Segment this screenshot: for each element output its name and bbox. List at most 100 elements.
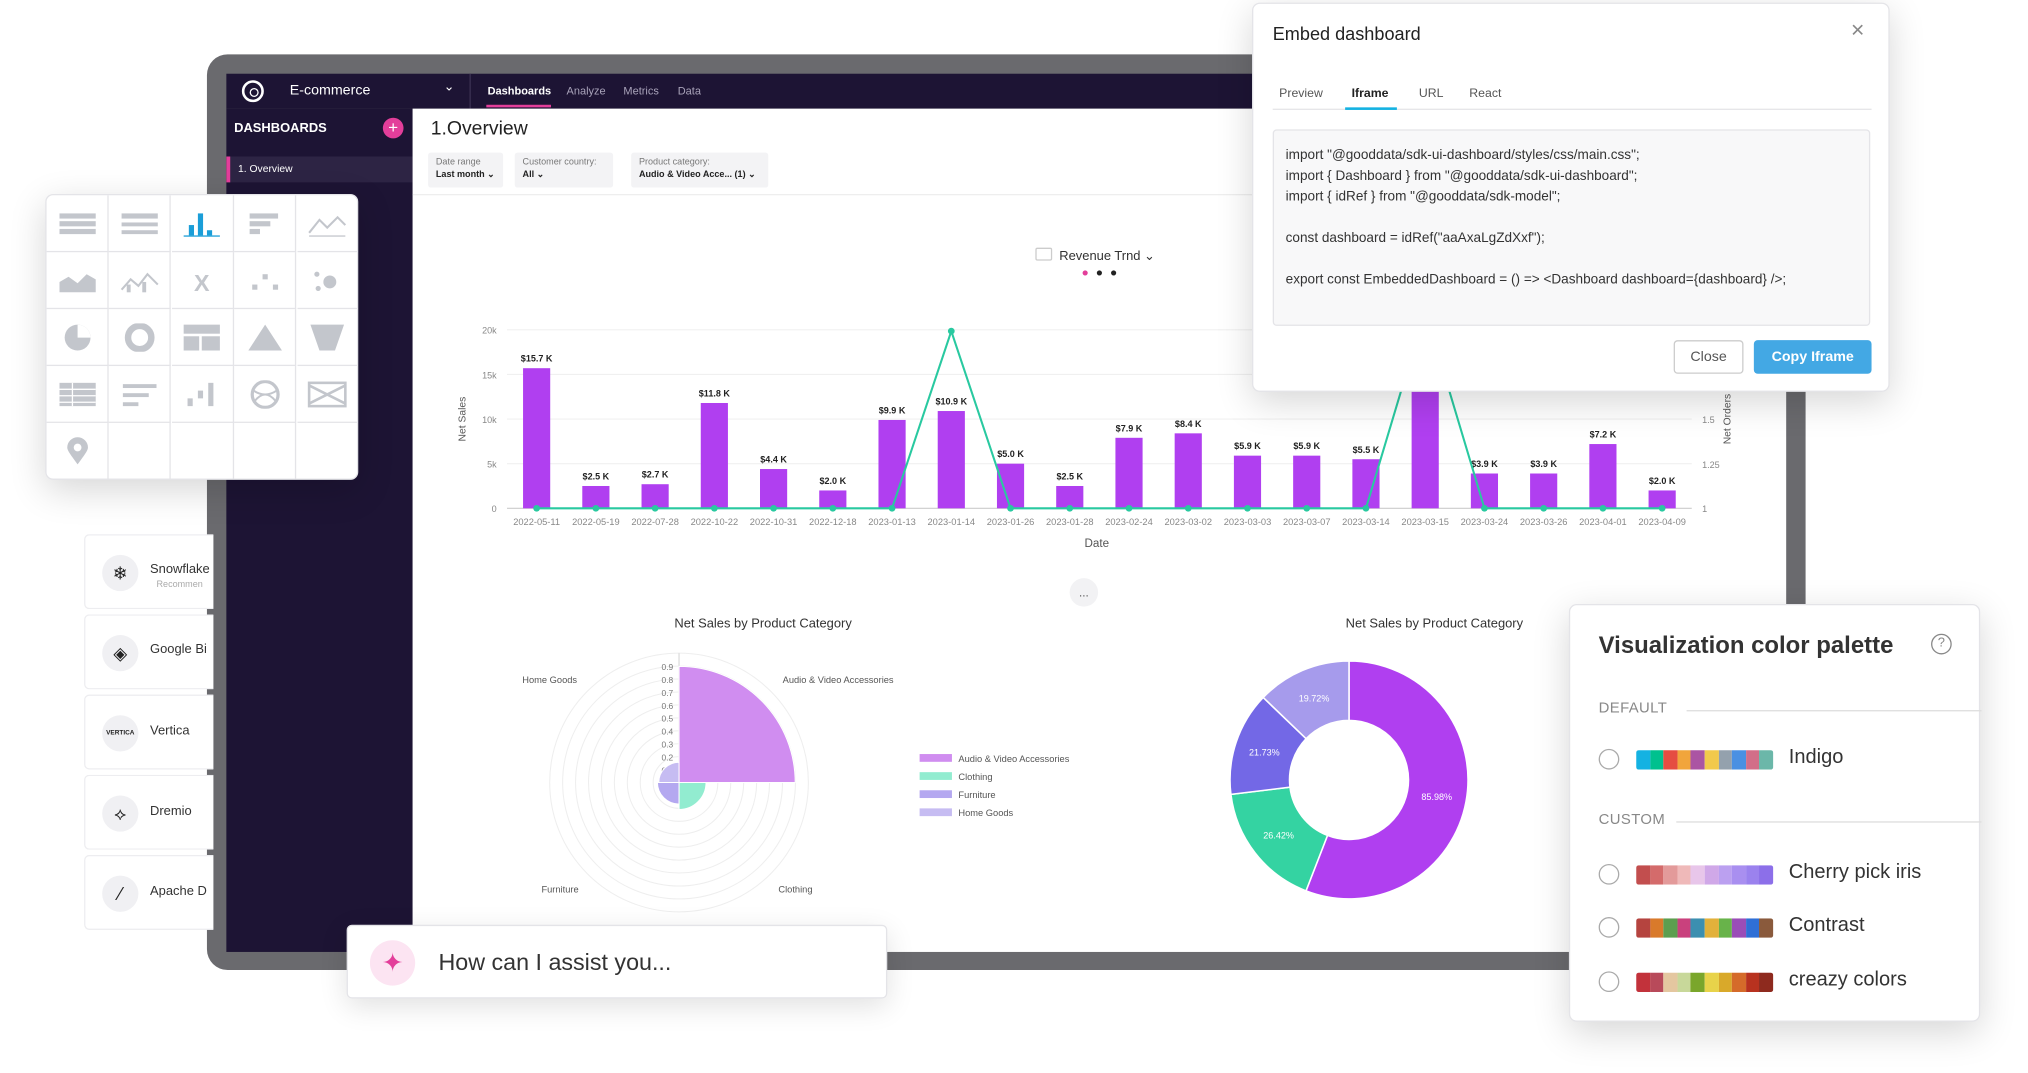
datasource-sub: Recommen — [156, 580, 203, 590]
palette-swatch — [1636, 865, 1774, 885]
data-label: $2.7 K — [642, 470, 669, 480]
navbar-divider — [469, 73, 471, 109]
swatch-color — [1649, 918, 1664, 938]
bar — [1589, 444, 1617, 509]
sparkle-icon: ✦ — [369, 940, 416, 986]
filter-customer-country[interactable]: Customer country: All ⌄ — [514, 152, 614, 188]
tab-dashboards[interactable]: Dashboards — [487, 84, 552, 98]
swatch-color — [1677, 750, 1691, 770]
line-point — [829, 504, 837, 512]
gooddata-logo-icon[interactable] — [241, 80, 264, 103]
filter-date-range[interactable]: Date range Last month ⌄ — [428, 152, 504, 188]
data-source-card[interactable]: ⟡ Dremio — [84, 774, 214, 850]
pyramid-chart-icon[interactable] — [234, 309, 297, 367]
slice-label: 26.42% — [1263, 831, 1294, 841]
palette-radio[interactable] — [1598, 748, 1620, 770]
sankey-chart-icon — [307, 380, 347, 407]
pivot-table-icon[interactable] — [109, 195, 172, 253]
y2-axis-label: Net Orders — [1723, 394, 1734, 445]
dependency-wheel-icon[interactable] — [234, 366, 297, 423]
close-button[interactable]: Close — [1673, 340, 1744, 374]
area-chart-icon[interactable] — [46, 252, 109, 310]
x-tick-label: 2022-05-19 — [572, 517, 620, 527]
donut-chart-icon[interactable] — [109, 309, 172, 367]
add-dashboard-button[interactable]: + — [382, 117, 404, 139]
data-label: $3.9 K — [1530, 459, 1557, 469]
x-tick-label: 2023-03-26 — [1520, 517, 1568, 527]
polar-chart: Net Sales by Product Category0.10.20.30.… — [522, 615, 1070, 913]
tab-data[interactable]: Data — [677, 84, 701, 98]
headline-icon[interactable]: X — [171, 252, 234, 310]
funnel-chart-icon[interactable] — [296, 309, 357, 367]
waterfall-chart-icon[interactable] — [171, 366, 234, 423]
tab-iframe[interactable]: Iframe — [1351, 86, 1389, 101]
filter-label: Product category: — [638, 157, 710, 167]
x-tick-label: 2023-03-14 — [1342, 517, 1390, 527]
x-tick-label: 2023-02-24 — [1105, 517, 1153, 527]
y2-tick-label: 1.25 — [1702, 460, 1720, 470]
data-source-card[interactable]: ⁄ Apache D — [84, 854, 214, 930]
table-icon[interactable] — [46, 195, 109, 253]
help-icon[interactable]: ? — [1931, 633, 1952, 655]
x-tick-label: 2023-03-24 — [1461, 517, 1509, 527]
bar — [582, 485, 610, 509]
ai-assistant-input[interactable]: ✦ How can I assist you... — [346, 924, 888, 999]
swatch-color — [1677, 865, 1691, 885]
tab-react[interactable]: React — [1469, 86, 1502, 101]
data-label: $11.8 K — [699, 389, 731, 399]
line-chart-icon[interactable] — [296, 195, 357, 253]
line-point — [770, 504, 777, 512]
tab-preview[interactable]: Preview — [1279, 86, 1323, 101]
sankey-chart-icon[interactable] — [296, 366, 357, 423]
polar-wedge — [678, 665, 796, 784]
bar — [878, 419, 906, 509]
close-icon[interactable]: × — [1850, 16, 1865, 43]
chevron-down-icon[interactable]: ⌄ — [443, 80, 455, 95]
filter-product-category[interactable]: Product category: Audio & Video Acce... … — [631, 152, 769, 188]
combo-chart-icon[interactable] — [109, 252, 172, 310]
x-tick-label: 2022-10-22 — [691, 517, 739, 527]
workspace-name[interactable]: E-commerce — [289, 82, 371, 99]
chart-title: Revenue Trnd ⌄ — [1059, 248, 1155, 263]
bar — [819, 490, 847, 509]
palette-radio[interactable] — [1598, 971, 1620, 993]
geo-pushpin-icon[interactable] — [46, 422, 109, 479]
active-tab-indicator — [1345, 107, 1397, 110]
bar-chart-icon[interactable] — [234, 195, 297, 253]
data-source-card[interactable]: VERTICA Vertica — [84, 694, 214, 770]
data-source-card[interactable]: ❄ Snowflake Recommen — [84, 534, 214, 610]
bubble-chart-icon[interactable] — [296, 252, 357, 310]
swatch-color — [1759, 972, 1774, 993]
bullet-chart-icon[interactable] — [109, 366, 172, 423]
pie-chart-icon[interactable] — [46, 309, 109, 367]
data-label: $5.9 K — [1234, 441, 1261, 451]
data-label: $5.0 K — [997, 449, 1024, 459]
active-tab-indicator — [486, 104, 551, 108]
data-source-card[interactable]: ◈ Google Bi — [84, 614, 214, 690]
category-label: Home Goods — [522, 675, 577, 685]
line-point — [1007, 504, 1014, 512]
palette-radio[interactable] — [1598, 917, 1620, 938]
swatch-color — [1732, 865, 1746, 885]
bar — [1530, 473, 1558, 509]
heatmap-icon[interactable] — [46, 366, 109, 423]
tab-metrics[interactable]: Metrics — [623, 84, 659, 98]
chart-title: Net Sales by Product Category — [1346, 615, 1524, 630]
line-point — [710, 504, 718, 512]
palette-radio[interactable] — [1598, 863, 1620, 885]
treemap-icon[interactable] — [171, 309, 234, 367]
sidebar-item-overview[interactable]: 1. Overview — [226, 156, 413, 183]
tab-url[interactable]: URL — [1418, 86, 1444, 101]
x-tick-label: 2023-04-01 — [1579, 517, 1627, 527]
embed-code-block[interactable]: import "@gooddata/sdk-ui-dashboard/style… — [1272, 129, 1871, 326]
palette-name: creazy colors — [1788, 968, 1907, 991]
scatter-plot-icon[interactable] — [234, 252, 297, 310]
copy-iframe-button[interactable]: Copy Iframe — [1753, 340, 1872, 374]
donut-slice — [1230, 786, 1329, 892]
tab-analyze[interactable]: Analyze — [566, 84, 606, 98]
column-chart-icon[interactable] — [171, 195, 234, 253]
pie-chart-icon — [64, 323, 90, 350]
y-tick-label: 5k — [487, 460, 497, 470]
data-label: $8.4 K — [1175, 419, 1202, 429]
bar — [996, 463, 1025, 509]
